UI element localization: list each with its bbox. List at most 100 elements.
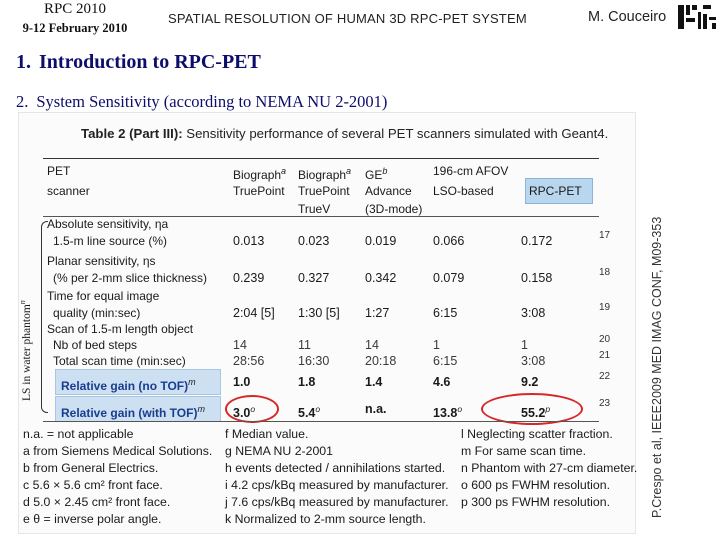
table-cell: 0.013 <box>233 234 265 248</box>
table-cell: 28:56 <box>233 354 265 368</box>
row-number: 19 <box>599 302 611 313</box>
footnote: a from Siemens Medical Solutions. <box>23 444 213 458</box>
table-cell: 9.2 <box>521 375 539 389</box>
sensitivity-table-panel: Table 2 (Part III): Sensitivity performa… <box>18 112 638 534</box>
col-header-scanner: scanner <box>47 184 90 198</box>
table-footnotes: n.a. = not applicable a from Siemens Medi… <box>19 421 638 533</box>
table-cell: 6:15 <box>433 354 458 368</box>
gain-tof-label-box <box>55 396 221 422</box>
col-header-biograph-v: Biographa <box>298 166 352 182</box>
outline-label: Introduction to RPC-PET <box>39 51 261 73</box>
row-number: 17 <box>599 230 611 241</box>
table-cell: 0.158 <box>521 271 553 285</box>
row-number: 23 <box>599 398 611 409</box>
table-cell: 5.4o <box>298 404 321 421</box>
header-conference-block: RPC 2010 9-12 February 2010 <box>0 0 150 36</box>
table-cell: 0.023 <box>298 234 330 248</box>
footnote: n Phantom with 27-cm diameter. <box>461 461 638 475</box>
table-cell: 0.239 <box>233 271 265 285</box>
col-header-3d-mode: (3D-mode) <box>365 202 423 216</box>
outline-number: 1. <box>16 51 31 73</box>
footnote: o 600 ps FWHM resolution. <box>461 478 610 492</box>
footnote: j 7.6 cps/kBq measured by manufacturer. <box>225 495 449 509</box>
table-cell: 0.066 <box>433 234 465 248</box>
col-header-afov: 196-cm AFOV <box>433 164 509 178</box>
table-cell: 1 <box>521 338 528 352</box>
footnote: l Neglecting scatter fraction. <box>461 427 613 441</box>
author-name: M. Couceiro <box>588 9 667 25</box>
table-cell: 14 <box>365 338 379 352</box>
footnote: b from General Electrics. <box>23 461 159 475</box>
side-citation: P.Crespo et al, IEEE2009 MED IMAG CONF, … <box>650 216 664 518</box>
footnote: e θ = inverse polar angle. <box>23 512 162 526</box>
table-caption: Table 2 (Part III): Sensitivity performa… <box>81 126 608 141</box>
col-header-truev: TrueV <box>298 202 331 216</box>
row-number: 20 <box>599 334 611 345</box>
table-bottom-rule <box>43 421 599 422</box>
row-label: Relative gain (no TOF)m <box>61 377 196 393</box>
outline-item-2: 2. System Sensitivity (according to NEMA … <box>16 92 387 112</box>
table-cell: 20:18 <box>365 354 397 368</box>
footnote: d 5.0 × 2.45 cm² front face. <box>23 495 171 509</box>
slide-title: SPATIAL RESOLUTION OF HUMAN 3D RPC-PET S… <box>168 11 527 26</box>
table-cell: 2:04 [5] <box>233 306 275 320</box>
table-cell: 4.6 <box>433 375 451 389</box>
row-label: Relative gain (with TOF)m <box>61 404 205 420</box>
footnote: k Normalized to 2-mm source length. <box>225 512 426 526</box>
col-header-pet: PET <box>47 164 71 178</box>
axis-label-ls-water: LS in water phantomn <box>18 300 33 401</box>
col-header-ge: GEb <box>365 166 388 182</box>
conference-name: RPC 2010 <box>43 1 107 17</box>
highlight-oval-biograph <box>225 395 279 423</box>
table-header-rule <box>43 216 599 217</box>
outline-label: System Sensitivity (according to NEMA NU… <box>36 92 388 111</box>
footnote: f Median value. <box>225 427 309 441</box>
row-group-brace <box>41 221 48 413</box>
col-header-lso: LSO-based <box>433 184 494 198</box>
footnote: g NEMA NU 2-2001 <box>225 444 333 458</box>
table-cell: 1.0 <box>233 375 251 389</box>
footnote: i 4.2 cps/kBq measured by manufacturer. <box>225 478 449 492</box>
col-header-truepoint-v: TruePoint <box>298 184 350 198</box>
table-top-rule <box>43 158 599 159</box>
table-cell: 0.079 <box>433 271 465 285</box>
institution-logo-icon <box>676 2 718 32</box>
conference-dates: 9-12 February 2010 <box>22 21 128 35</box>
table-cell: 14 <box>233 338 247 352</box>
outline-item-1: 1. Introduction to RPC-PET <box>16 51 261 74</box>
row-label: Nb of bed steps <box>53 338 138 352</box>
table-cell: n.a. <box>365 402 387 416</box>
row-label: Scan of 1.5-m length object <box>47 322 194 336</box>
row-number: 21 <box>599 350 611 361</box>
row-label: Planar sensitivity, ηs <box>47 254 156 268</box>
col-header-truepoint: TruePoint <box>233 184 285 198</box>
col-header-advance: Advance <box>365 184 412 198</box>
footnote: h events detected / annihilations starte… <box>225 461 446 475</box>
col-header-biograph: Biographa <box>233 166 287 182</box>
table-cell: 6:15 <box>433 306 458 320</box>
table-cell: 1:27 <box>365 306 390 320</box>
table-cell: 13.8o <box>433 404 463 421</box>
table-cell: 0.342 <box>365 271 397 285</box>
footnote: m For same scan time. <box>461 444 587 458</box>
row-label: (% per 2-mm slice thickness) <box>53 271 208 285</box>
caption-bold: Table 2 (Part III): <box>81 126 183 141</box>
table-cell: 3:08 <box>521 306 546 320</box>
rpc-pet-header-highlight <box>525 178 593 204</box>
col-header-rpc-pet: RPC-PET <box>529 184 582 198</box>
caption-text: Sensitivity performance of several PET s… <box>182 126 609 141</box>
table-cell: 3:08 <box>521 354 546 368</box>
table-cell: 0.327 <box>298 271 330 285</box>
row-label: Total scan time (min:sec) <box>53 354 186 368</box>
footnote: c 5.6 × 5.6 cm² front face. <box>23 478 163 492</box>
footnote: p 300 ps FWHM resolution. <box>461 495 610 509</box>
table-cell: 0.019 <box>365 234 397 248</box>
row-label: 1.5-m line source (%) <box>53 234 168 248</box>
table-cell: 11 <box>298 338 311 352</box>
table-cell: 16:30 <box>298 354 330 368</box>
row-label: quality (min:sec) <box>53 306 141 320</box>
table-cell: 1:30 [5] <box>298 306 340 320</box>
gain-no-tof-label-box <box>55 369 221 395</box>
row-label: Absolute sensitivity, ηa <box>47 217 169 231</box>
outline-number: 2. <box>16 92 29 111</box>
